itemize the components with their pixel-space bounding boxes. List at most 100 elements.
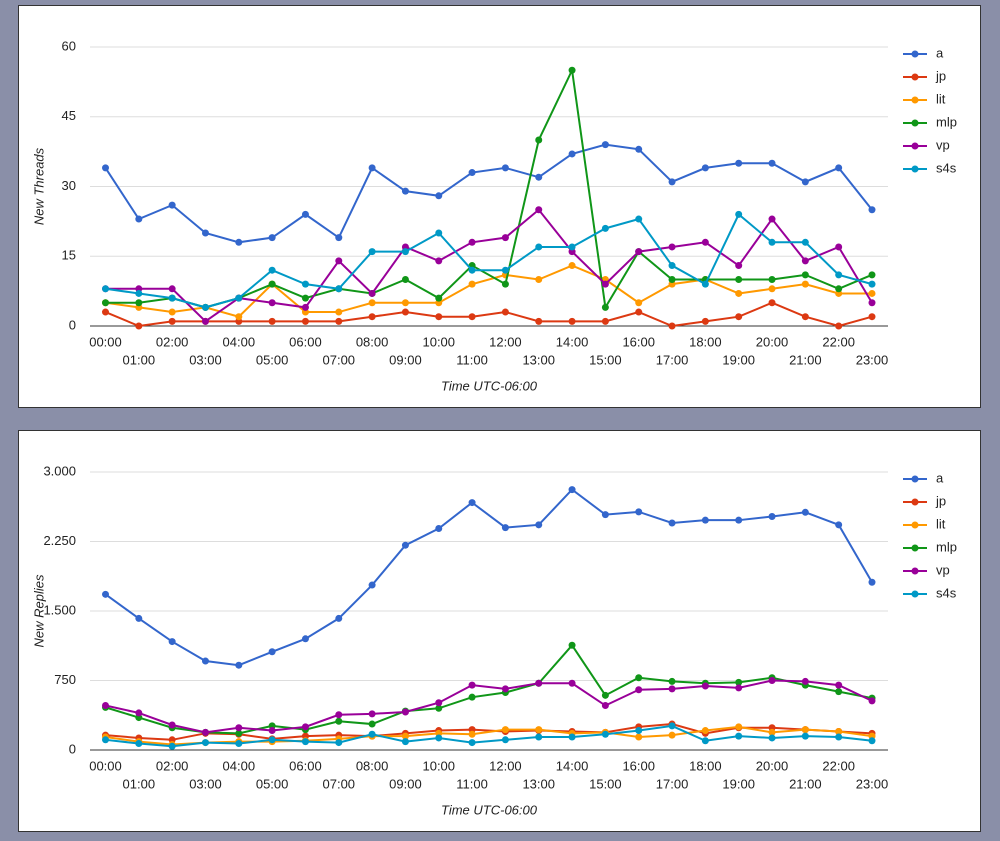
data-point: [368, 313, 376, 321]
data-point: [468, 238, 476, 246]
data-point: [301, 723, 309, 731]
data-point: [535, 206, 543, 214]
data-point: [235, 724, 243, 732]
x-tick-label: 07:00: [323, 776, 356, 791]
data-point: [868, 313, 876, 321]
data-point: [135, 740, 143, 748]
data-point: [735, 732, 743, 740]
data-point: [268, 317, 276, 325]
x-tick-label: 22:00: [822, 334, 855, 349]
x-tick-label: 10:00: [422, 334, 455, 349]
x-tick-label: 21:00: [789, 776, 822, 791]
data-point: [301, 317, 309, 325]
legend-label: vp: [936, 137, 950, 152]
data-point: [102, 285, 109, 293]
series-line: [104, 143, 873, 244]
data-point: [535, 276, 543, 283]
data-point: [701, 317, 709, 325]
data-point: [501, 280, 509, 288]
data-point: [868, 697, 876, 705]
data-point: [102, 164, 109, 172]
y-tick-label: 45: [62, 108, 76, 123]
x-tick-label: 13:00: [522, 776, 555, 791]
data-point: [468, 681, 476, 689]
data-point: [568, 733, 576, 741]
data-point: [801, 726, 809, 734]
legend-label: mlp: [936, 539, 957, 554]
data-point: [801, 732, 809, 740]
x-tick-label: 15:00: [589, 776, 622, 791]
data-point: [835, 271, 843, 279]
data-point: [601, 730, 609, 738]
x-tick-label: 20:00: [756, 758, 789, 773]
data-point: [535, 679, 543, 687]
x-tick-label: 17:00: [656, 776, 689, 791]
data-point: [168, 285, 176, 293]
data-point: [368, 581, 376, 589]
data-point: [535, 317, 543, 325]
data-point: [401, 708, 409, 716]
data-point: [768, 677, 776, 684]
data-point: [735, 210, 743, 218]
data-point: [601, 691, 609, 699]
data-point: [468, 280, 476, 288]
data-point: [801, 271, 809, 279]
data-point: [501, 736, 509, 744]
data-point: [601, 511, 609, 519]
data-point: [201, 303, 209, 311]
data-point: [768, 734, 776, 742]
data-point: [468, 739, 476, 747]
data-point: [335, 317, 343, 325]
data-point: [835, 688, 843, 696]
data-point: [368, 720, 376, 728]
x-tick-label: 04:00: [223, 334, 256, 349]
data-point: [601, 702, 609, 710]
data-point: [501, 685, 509, 693]
data-point: [535, 136, 543, 144]
data-point: [801, 257, 809, 265]
x-tick-label: 04:00: [223, 758, 256, 773]
data-point: [368, 289, 376, 297]
legend-swatch: [911, 142, 919, 150]
data-point: [168, 638, 176, 646]
legend-swatch: [911, 521, 919, 529]
data-point: [368, 248, 376, 256]
data-point: [135, 215, 143, 223]
data-point: [568, 262, 576, 270]
x-tick-label: 00:00: [89, 334, 122, 349]
data-point: [235, 313, 243, 321]
data-point: [435, 313, 443, 321]
x-tick-label: 21:00: [789, 352, 822, 367]
legend-swatch: [911, 73, 919, 81]
data-point: [301, 280, 309, 288]
data-point: [801, 508, 809, 516]
x-tick-label: 05:00: [256, 352, 289, 367]
data-point: [268, 280, 276, 288]
x-tick-label: 07:00: [323, 352, 356, 367]
data-point: [468, 266, 476, 274]
data-point: [701, 682, 709, 690]
data-point: [835, 243, 843, 251]
data-point: [468, 499, 476, 507]
data-point: [335, 285, 343, 293]
data-point: [268, 727, 276, 735]
data-point: [868, 289, 876, 297]
data-point: [668, 677, 676, 685]
data-point: [735, 289, 743, 297]
legend-swatch: [911, 50, 919, 58]
y-tick-label: 60: [62, 38, 76, 53]
data-point: [435, 192, 443, 200]
data-point: [668, 322, 676, 330]
legend-swatch: [911, 475, 919, 483]
data-point: [435, 734, 443, 742]
y-tick-label: 2.250: [43, 533, 76, 548]
legend-label: a: [936, 45, 944, 60]
x-tick-label: 19:00: [722, 776, 755, 791]
y-tick-label: 0: [69, 317, 76, 332]
x-tick-label: 11:00: [456, 352, 488, 367]
series-line: [104, 488, 873, 667]
x-tick-label: 09:00: [389, 352, 422, 367]
data-point: [868, 737, 876, 745]
data-point: [535, 733, 543, 741]
